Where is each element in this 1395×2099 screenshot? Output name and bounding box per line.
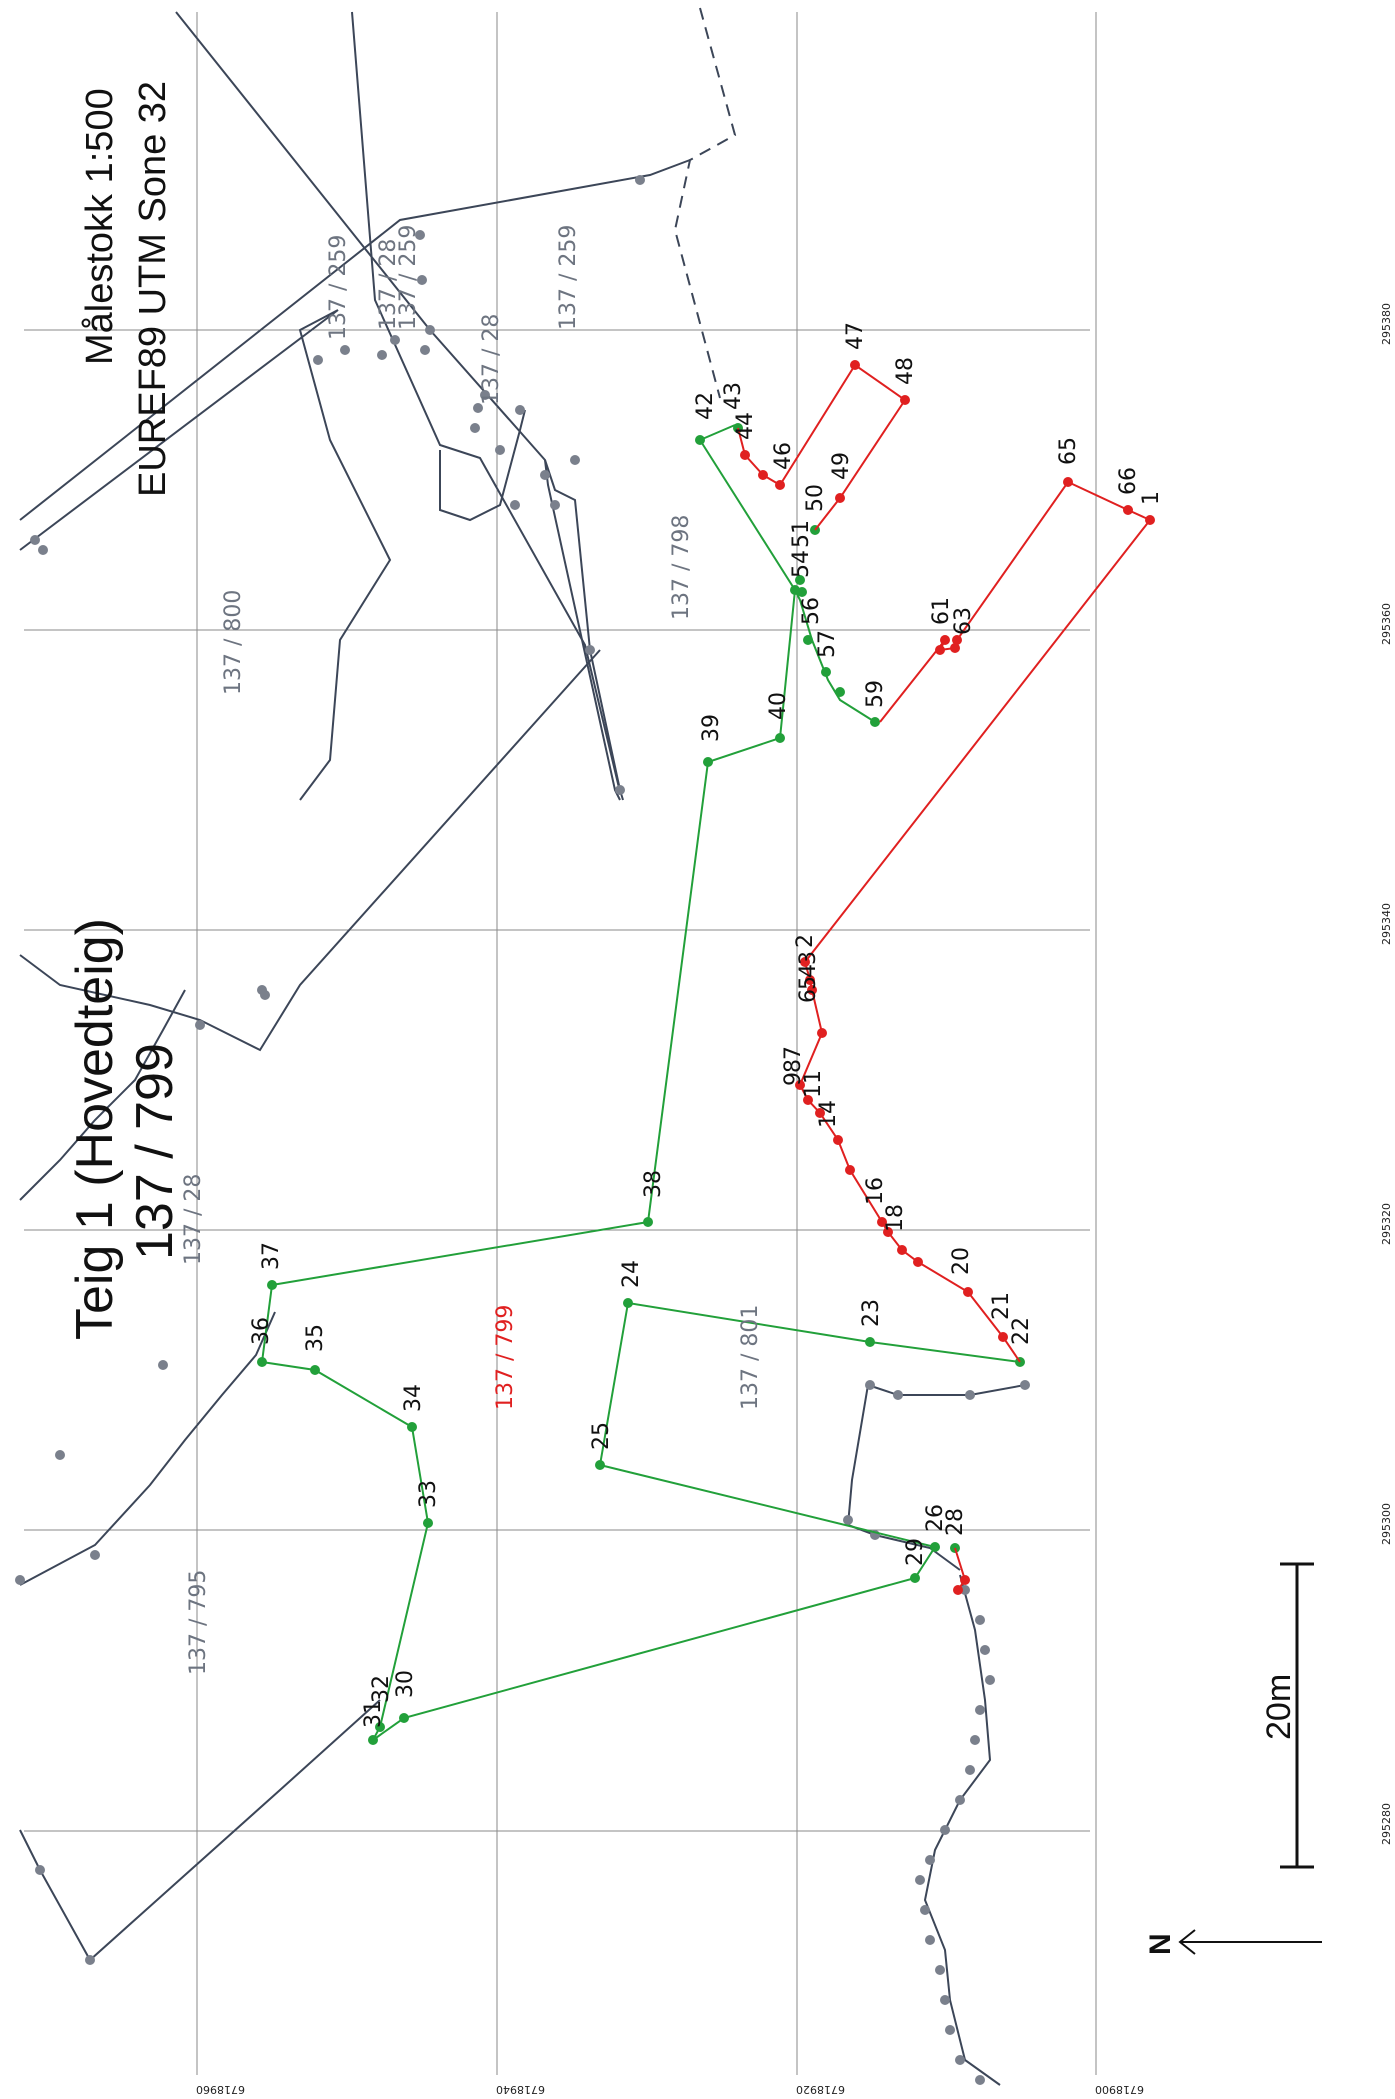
point-label: 22 xyxy=(1009,1317,1034,1345)
property-label: 137 / 259 xyxy=(396,225,421,330)
point-label: 3 xyxy=(796,951,821,965)
point-label: 46 xyxy=(771,442,796,470)
point-label: 18 xyxy=(883,1204,908,1232)
point-label: 31 xyxy=(361,1700,386,1728)
northing-label: 6718960 xyxy=(196,2083,245,2096)
point-label: 44 xyxy=(733,412,758,440)
easting-label: 295320 xyxy=(1380,1203,1393,1245)
lot-vertices-red xyxy=(740,360,1155,1595)
point-label: 59 xyxy=(863,680,888,708)
point-label: 4 xyxy=(796,964,821,978)
point-label: 16 xyxy=(863,1177,888,1205)
point-label: 43 xyxy=(721,382,746,410)
easting-labels: 295280 295300 295320 295340 295360 29538… xyxy=(1380,303,1393,1845)
point-label: 8 xyxy=(781,1059,806,1073)
property-label: 137 / 801 xyxy=(738,1305,763,1410)
point-label: 9 xyxy=(781,1072,806,1086)
point-label: 25 xyxy=(589,1422,614,1450)
point-label: 2 xyxy=(793,934,818,948)
property-label: 137 / 798 xyxy=(669,515,694,620)
point-label: 56 xyxy=(799,597,824,625)
coordinate-grid xyxy=(24,12,1097,2075)
title-line-1: Teig 1 (Hovedteig) xyxy=(66,918,124,1340)
title-line-2: 137 / 799 xyxy=(126,1043,184,1260)
point-label: 6 xyxy=(796,989,821,1003)
point-label: 30 xyxy=(393,1670,418,1698)
point-label: 28 xyxy=(943,1508,968,1536)
north-label: N xyxy=(1144,1933,1177,1955)
northing-label: 6718920 xyxy=(796,2083,845,2096)
point-label: 37 xyxy=(259,1242,284,1270)
easting-label: 295300 xyxy=(1380,1503,1393,1545)
northing-label: 6718940 xyxy=(496,2083,545,2096)
point-label: 33 xyxy=(416,1480,441,1508)
point-label: 20 xyxy=(949,1247,974,1275)
property-label: 137 / 799 xyxy=(493,1305,518,1410)
point-label: 38 xyxy=(641,1170,666,1198)
scale-bar-label: 20m xyxy=(1260,1674,1298,1740)
point-label: 66 xyxy=(1116,467,1141,495)
point-label: 40 xyxy=(766,692,791,720)
point-label: 48 xyxy=(893,357,918,385)
property-label: 137 / 28 xyxy=(376,239,401,330)
point-label: 7 xyxy=(781,1046,806,1060)
point-label: 23 xyxy=(859,1299,884,1327)
property-labels: 137 / 259 137 / 28 137 / 259 137 / 28 13… xyxy=(181,225,763,1675)
scale-bar xyxy=(1280,1562,1314,1869)
point-label: 42 xyxy=(693,392,718,420)
north-arrow-icon xyxy=(1178,1929,1322,1955)
easting-label: 295380 xyxy=(1380,303,1393,345)
northing-labels: 6718960 6718940 6718920 6718900 xyxy=(196,2083,1144,2096)
property-label: 137 / 800 xyxy=(221,590,246,695)
point-label: 57 xyxy=(815,630,840,658)
point-label: 24 xyxy=(619,1260,644,1288)
map-info: Målestokk 1:500 EUREF89 UTM Sone 32 xyxy=(79,81,174,497)
projection-text: EUREF89 UTM Sone 32 xyxy=(132,81,174,497)
point-label: 47 xyxy=(843,322,868,350)
easting-label: 295280 xyxy=(1380,1803,1393,1845)
point-label: 11 xyxy=(801,1070,826,1098)
point-label: 35 xyxy=(303,1324,328,1352)
point-label: 29 xyxy=(903,1538,928,1566)
point-label: 54 xyxy=(789,550,814,578)
easting-label: 295360 xyxy=(1380,603,1393,645)
property-label: 137 / 259 xyxy=(556,225,581,330)
point-label: 61 xyxy=(929,597,954,625)
scale-text: Målestokk 1:500 xyxy=(79,88,121,365)
easting-label: 295340 xyxy=(1380,903,1393,945)
point-label: 49 xyxy=(829,452,854,480)
point-label: 34 xyxy=(401,1384,426,1412)
property-label: 137 / 28 xyxy=(181,1174,206,1265)
point-label: 14 xyxy=(816,1100,841,1128)
point-label: 51 xyxy=(789,520,814,548)
northing-label: 6718900 xyxy=(1095,2083,1144,2096)
neighbour-boundary-dashed xyxy=(673,7,737,399)
point-label: 1 xyxy=(1139,491,1164,505)
point-label: 50 xyxy=(803,484,828,512)
property-label: 137 / 28 xyxy=(479,314,504,405)
point-label: 5 xyxy=(796,976,821,990)
property-label: 137 / 795 xyxy=(186,1570,211,1675)
lot-vertices-green xyxy=(257,423,1025,1745)
property-label: 137 / 259 xyxy=(326,235,351,340)
point-labels: 42 39 40 38 37 36 35 34 33 32 31 30 29 2… xyxy=(249,322,1164,1728)
point-label: 32 xyxy=(369,1675,394,1703)
map-title: Teig 1 (Hovedteig) 137 / 799 xyxy=(66,918,184,1340)
point-label: 26 xyxy=(923,1504,948,1532)
point-label: 21 xyxy=(989,1292,1014,1320)
point-label: 36 xyxy=(249,1317,274,1345)
point-label: 63 xyxy=(951,607,976,635)
point-label: 65 xyxy=(1056,437,1081,465)
point-label: 39 xyxy=(699,714,724,742)
